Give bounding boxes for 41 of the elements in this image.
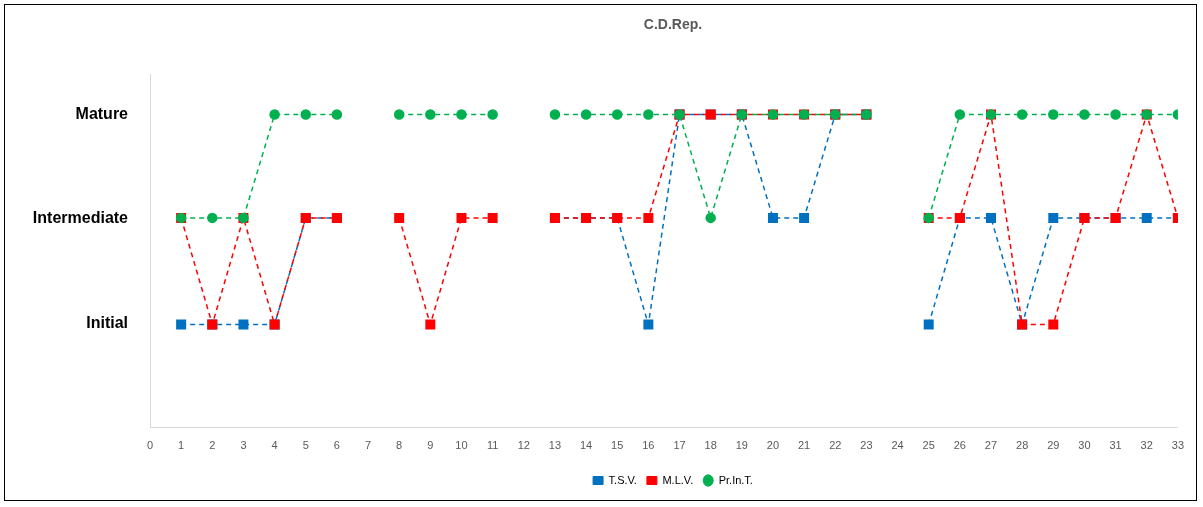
x-tick-label: 3 <box>240 439 247 452</box>
x-tick-label: 32 <box>1140 439 1153 452</box>
x-tick-label: 10 <box>455 439 468 452</box>
legend-label: T.S.V. <box>608 473 637 486</box>
x-tick-label: 2 <box>209 439 216 452</box>
text: Initial <box>86 313 128 331</box>
legend-label: Pr.In.T. <box>718 473 753 486</box>
x-tick-label: 27 <box>984 439 998 452</box>
x-tick-label: 22 <box>829 439 842 452</box>
x-tick-label: 5 <box>302 439 309 452</box>
x-tick-label: 16 <box>642 439 655 452</box>
x-tick-label: 4 <box>271 439 278 452</box>
x-tick-label: 30 <box>1078 439 1091 452</box>
x-tick-label: 24 <box>891 439 904 452</box>
legend-label: M.L.V. <box>662 473 694 486</box>
x-tick-label: 6 <box>333 439 340 452</box>
x-tick-label: 19 <box>735 439 748 452</box>
x-tick-label: 15 <box>611 439 624 452</box>
x-tick-label: 21 <box>797 439 811 452</box>
x-tick-label: 31 <box>1109 439 1122 452</box>
x-tick-label: 20 <box>766 439 780 452</box>
x-tick-label: 29 <box>1047 439 1060 452</box>
x-tick-label: 14 <box>579 439 593 452</box>
x-tick-label: 26 <box>953 439 966 452</box>
text: Intermediate <box>32 209 129 227</box>
x-tick-label: 8 <box>396 439 403 452</box>
chart-title: C.D.Rep. <box>643 16 703 33</box>
x-tick-label: 33 <box>1171 439 1185 452</box>
x-tick-label: 11 <box>486 439 499 452</box>
x-tick-label: 9 <box>427 439 434 452</box>
x-tick-label: 0 <box>146 439 154 452</box>
x-tick-label: 7 <box>364 439 372 452</box>
x-tick-label: 18 <box>704 439 717 452</box>
x-tick-label: 13 <box>548 439 562 452</box>
text: Mature <box>75 104 129 122</box>
x-tick-label: 25 <box>922 439 935 452</box>
x-tick-label: 28 <box>1016 439 1029 452</box>
x-tick-label: 17 <box>673 439 686 452</box>
x-tick-label: 1 <box>178 439 185 452</box>
x-tick-label: 12 <box>517 439 530 452</box>
x-tick-label: 23 <box>860 439 873 452</box>
